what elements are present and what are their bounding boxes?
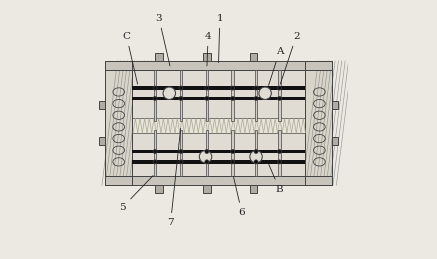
Bar xyxy=(255,130,257,176)
Bar xyxy=(205,70,208,121)
Bar xyxy=(278,70,281,121)
Bar xyxy=(203,53,211,61)
Circle shape xyxy=(259,87,271,99)
Bar xyxy=(104,176,333,185)
Circle shape xyxy=(231,160,235,164)
Bar xyxy=(132,86,305,90)
Bar xyxy=(155,185,163,193)
Text: C: C xyxy=(122,32,138,84)
Circle shape xyxy=(179,96,183,100)
Bar xyxy=(333,137,338,145)
Bar xyxy=(305,61,333,185)
Bar xyxy=(255,70,257,121)
Circle shape xyxy=(231,96,235,100)
Text: 7: 7 xyxy=(167,128,180,227)
Bar xyxy=(154,70,156,121)
Bar xyxy=(155,53,163,61)
Circle shape xyxy=(277,149,281,154)
Bar xyxy=(132,70,305,121)
Circle shape xyxy=(199,150,212,163)
Circle shape xyxy=(205,149,209,154)
Circle shape xyxy=(231,86,235,90)
Bar xyxy=(333,101,338,109)
Bar xyxy=(205,130,208,176)
Bar xyxy=(99,137,104,145)
Circle shape xyxy=(254,96,258,100)
Bar xyxy=(305,61,333,185)
Circle shape xyxy=(153,96,157,100)
Bar xyxy=(104,61,132,185)
Bar xyxy=(99,101,104,109)
Bar xyxy=(104,61,333,70)
Circle shape xyxy=(254,86,258,90)
Text: B: B xyxy=(269,164,283,193)
Circle shape xyxy=(163,87,176,99)
Bar xyxy=(232,130,234,176)
Bar xyxy=(132,97,305,100)
Bar xyxy=(132,118,305,133)
Circle shape xyxy=(179,86,183,90)
Circle shape xyxy=(153,86,157,90)
Circle shape xyxy=(179,149,183,154)
Circle shape xyxy=(179,160,183,164)
Text: 3: 3 xyxy=(156,14,170,66)
Circle shape xyxy=(231,149,235,154)
Bar xyxy=(180,130,182,176)
Circle shape xyxy=(205,96,209,100)
Circle shape xyxy=(250,150,262,163)
Bar xyxy=(250,53,257,61)
Circle shape xyxy=(205,86,209,90)
Bar xyxy=(132,130,305,176)
Circle shape xyxy=(153,149,157,154)
Circle shape xyxy=(277,160,281,164)
Bar xyxy=(104,61,132,185)
Bar xyxy=(154,130,156,176)
Bar xyxy=(278,130,281,176)
Circle shape xyxy=(277,96,281,100)
Text: 1: 1 xyxy=(216,14,223,63)
Text: 5: 5 xyxy=(119,176,153,212)
Circle shape xyxy=(205,160,209,164)
Circle shape xyxy=(153,160,157,164)
Bar xyxy=(132,160,305,164)
Text: 2: 2 xyxy=(280,32,299,84)
Circle shape xyxy=(254,149,258,154)
Bar xyxy=(203,185,211,193)
Bar xyxy=(232,70,234,121)
Bar xyxy=(250,185,257,193)
Text: A: A xyxy=(269,47,283,85)
Circle shape xyxy=(277,86,281,90)
Circle shape xyxy=(254,160,258,164)
Text: 6: 6 xyxy=(233,176,245,217)
Bar xyxy=(180,70,182,121)
Bar xyxy=(132,150,305,153)
Text: 4: 4 xyxy=(205,32,212,66)
